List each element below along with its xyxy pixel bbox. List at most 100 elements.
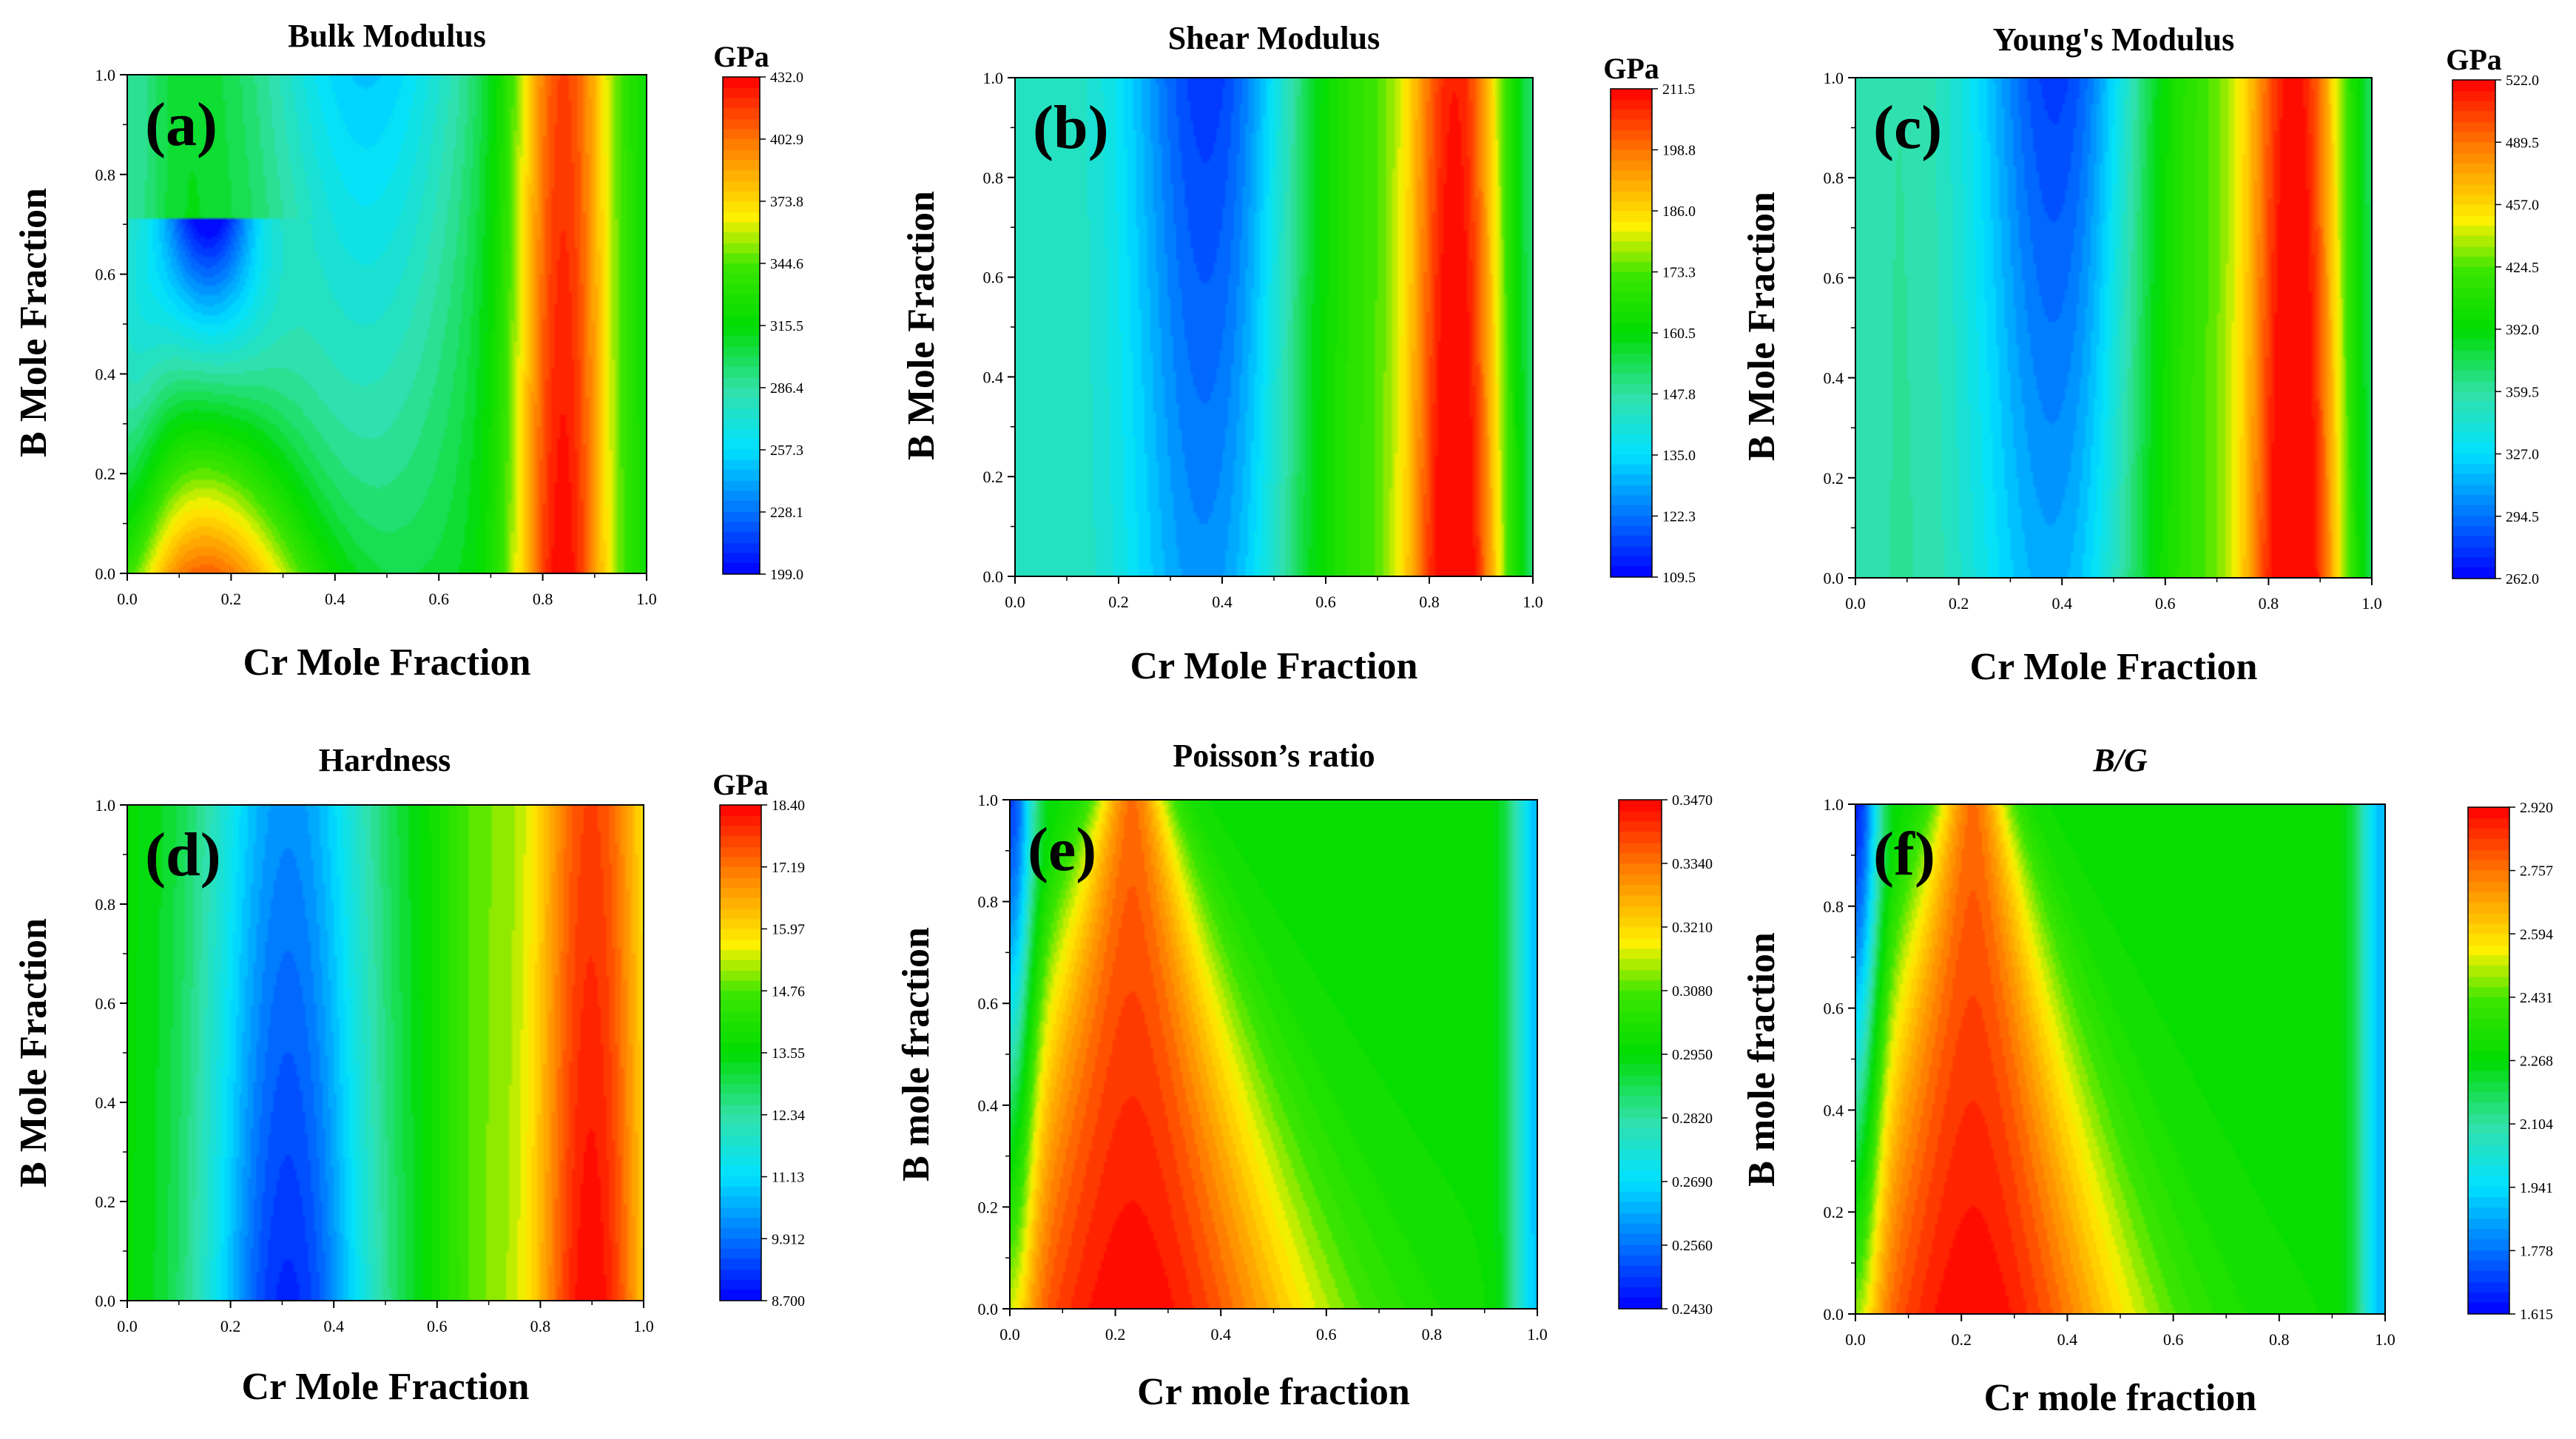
y-tick-label: 0.8 xyxy=(1824,169,1844,187)
y-tick-label: 0.0 xyxy=(978,1300,999,1318)
colorbar-tick-label: 2.268 xyxy=(2520,1054,2553,1070)
y-tick-label: 0.0 xyxy=(1824,1305,1844,1324)
y-tick-label: 0.8 xyxy=(978,893,999,911)
y-tick-label: 0.6 xyxy=(95,994,116,1013)
y-axis-label: B Mole Fraction xyxy=(13,188,55,457)
y-tick-label: 1.0 xyxy=(95,796,116,815)
colorbar-tick-label: 1.778 xyxy=(2520,1243,2553,1259)
x-tick-label: 0.4 xyxy=(2051,594,2072,613)
x-axis-label: Cr Mole Fraction xyxy=(1130,645,1418,687)
colorbar xyxy=(2468,807,2509,1314)
y-tick-label: 0.0 xyxy=(1824,569,1844,587)
y-tick-label: 0.2 xyxy=(1824,1203,1844,1221)
y-tick-label: 0.8 xyxy=(95,895,116,914)
panel-title: Shear Modulus xyxy=(1168,20,1380,56)
panel-title: Poisson’s ratio xyxy=(1173,738,1375,774)
colorbar-tick-label: 18.40 xyxy=(772,798,805,814)
x-tick-label: 0.4 xyxy=(325,590,345,608)
y-axis-label: B Mole Fraction xyxy=(13,918,55,1187)
colorbar-tick-label: 2.920 xyxy=(2520,800,2553,816)
colorbar-tick-label: 17.19 xyxy=(772,860,805,876)
colorbar-tick-label: 173.3 xyxy=(1662,265,1696,281)
y-tick-label: 0.4 xyxy=(95,1093,116,1112)
heatmap-image xyxy=(1010,800,1537,1309)
colorbar-unit: GPa xyxy=(712,768,769,801)
x-tick-label: 0.0 xyxy=(1845,1330,1866,1349)
y-tick-label: 0.6 xyxy=(978,994,999,1013)
panel-1: 0.00.0 0.2 0.2 0.4 0.4 0.6 0.6 0.8 0.8 1.0 1.0 Bulk… xyxy=(13,18,803,684)
y-axis-label: B Mole Fraction xyxy=(900,191,943,460)
colorbar-tick-label: 359.5 xyxy=(2506,384,2539,400)
panel-letter: (c) xyxy=(1873,93,1942,162)
colorbar-tick-label: 0.2690 xyxy=(1672,1174,1713,1190)
x-tick-label: 1.0 xyxy=(633,1317,654,1335)
colorbar-unit: GPa xyxy=(2446,43,2502,76)
y-tick-label: 0.0 xyxy=(95,565,116,583)
x-axis-label: Cr mole fraction xyxy=(1984,1377,2257,1419)
x-tick-label: 0.2 xyxy=(1951,1330,1972,1349)
colorbar-unit: GPa xyxy=(1603,52,1659,85)
x-tick-label: 0.0 xyxy=(117,1317,138,1335)
y-tick-label: 0.8 xyxy=(95,166,116,184)
x-tick-label: 0.6 xyxy=(1316,1325,1337,1344)
colorbar-tick-label: 11.13 xyxy=(772,1170,804,1186)
y-axis-label: B mole fraction xyxy=(1741,932,1783,1187)
x-tick-label: 0.8 xyxy=(2259,594,2279,613)
y-tick-label: 0.2 xyxy=(95,465,116,483)
y-tick-label: 1.0 xyxy=(1824,795,1844,814)
colorbar-tick-label: 0.2820 xyxy=(1672,1111,1713,1127)
colorbar-tick-label: 0.3080 xyxy=(1672,983,1713,1000)
x-tick-label: 0.4 xyxy=(1210,1325,1231,1344)
x-tick-label: 0.6 xyxy=(2155,594,2176,613)
heatmap-image xyxy=(127,75,647,573)
colorbar-tick-label: 373.8 xyxy=(770,194,803,210)
x-tick-label: 0.8 xyxy=(1419,593,1440,611)
colorbar xyxy=(723,77,760,574)
y-tick-label: 0.2 xyxy=(95,1193,116,1211)
colorbar-tick-label: 0.2560 xyxy=(1672,1238,1713,1254)
x-tick-label: 0.2 xyxy=(1108,593,1129,611)
heatmap-image xyxy=(1855,78,2372,578)
y-tick-label: 0.0 xyxy=(95,1292,116,1310)
y-tick-label: 0.2 xyxy=(978,1198,999,1216)
x-tick-label: 0.4 xyxy=(1212,593,1233,611)
colorbar-tick-label: 327.0 xyxy=(2506,447,2539,463)
colorbar-tick-label: 2.594 xyxy=(2520,926,2553,943)
y-tick-label: 1.0 xyxy=(95,66,116,84)
y-tick-label: 0.4 xyxy=(1824,1101,1844,1119)
y-tick-label: 1.0 xyxy=(983,69,1004,87)
colorbar-tick-label: 2.431 xyxy=(2520,990,2553,1006)
colorbar-tick-label: 160.5 xyxy=(1662,326,1696,342)
x-tick-label: 0.0 xyxy=(999,1325,1020,1344)
colorbar-tick-label: 262.0 xyxy=(2506,571,2539,587)
y-tick-label: 0.4 xyxy=(978,1096,999,1115)
panel-2: 0.00.0 0.2 0.2 0.4 0.4 0.6 0.6 0.8 0.8 1.0 1.0 Shea… xyxy=(900,20,1696,687)
y-tick-label: 0.6 xyxy=(95,266,116,284)
colorbar xyxy=(720,805,761,1301)
colorbar-tick-label: 147.8 xyxy=(1662,387,1696,403)
x-tick-label: 0.6 xyxy=(2163,1330,2184,1349)
colorbar-tick-label: 13.55 xyxy=(772,1045,805,1062)
colorbar xyxy=(1619,800,1662,1309)
y-tick-label: 0.6 xyxy=(1824,269,1844,287)
x-tick-label: 0.4 xyxy=(323,1317,344,1335)
panel-6: 0.00.0 0.2 0.2 0.4 0.4 0.6 0.6 0.8 0.8 1.0 1.0 B/G C… xyxy=(1741,742,2553,1419)
x-tick-label: 0.4 xyxy=(2057,1330,2078,1349)
colorbar-tick-label: 257.3 xyxy=(770,442,803,459)
colorbar-tick-label: 2.757 xyxy=(2520,863,2553,880)
x-tick-label: 0.6 xyxy=(1315,593,1336,611)
colorbar-tick-label: 315.5 xyxy=(770,318,803,334)
colorbar-tick-label: 9.912 xyxy=(772,1231,805,1247)
colorbar xyxy=(1611,89,1652,577)
y-tick-label: 0.6 xyxy=(1824,1000,1844,1018)
panel-title: Bulk Modulus xyxy=(288,18,486,54)
panel-title: B/G xyxy=(2092,742,2148,778)
y-tick-label: 0.6 xyxy=(983,269,1004,287)
y-axis-label: B mole fraction xyxy=(895,927,937,1182)
x-axis-label: Cr Mole Fraction xyxy=(242,1366,530,1408)
colorbar-tick-label: 0.2950 xyxy=(1672,1047,1713,1063)
x-tick-label: 0.6 xyxy=(428,590,449,608)
panel-letter: (b) xyxy=(1033,93,1109,162)
x-axis-label: Cr Mole Fraction xyxy=(1970,646,2258,688)
